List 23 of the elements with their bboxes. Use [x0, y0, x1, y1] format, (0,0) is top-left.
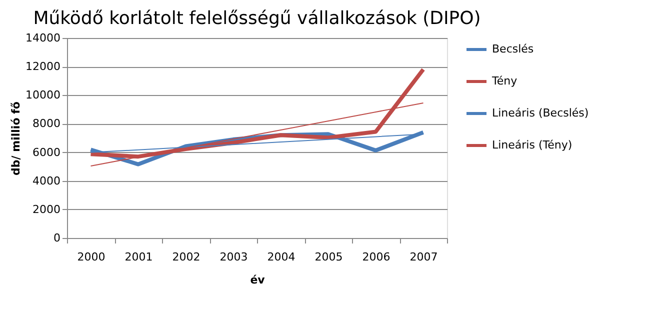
y-tick-label: 8000	[32, 117, 60, 130]
legend-label: Lineáris (Tény)	[492, 138, 572, 152]
y-tick-label: 12000	[26, 60, 60, 74]
legend-label: Tény	[491, 74, 518, 88]
x-tick-label: 2000	[77, 250, 106, 264]
x-tick-label: 2001	[124, 250, 153, 264]
y-tick-label: 6000	[32, 146, 60, 159]
x-tick-label: 2002	[172, 250, 200, 264]
x-axis-title: év	[250, 274, 266, 286]
x-tick-label: 2006	[362, 250, 390, 264]
x-tick-label: 2007	[410, 250, 438, 264]
x-tick-label: 2004	[267, 250, 296, 264]
y-tick-label: 4000	[32, 174, 60, 188]
y-tick-label: 10000	[26, 88, 60, 102]
y-tick-label: 2000	[32, 202, 60, 216]
x-tick-label: 2003	[220, 250, 248, 264]
chart-title: Működő korlátolt felelősségű vállalkozások (DIPO)	[33, 8, 481, 29]
y-axis-title: db/ millió fő	[10, 101, 23, 176]
x-tick-label: 2005	[314, 250, 343, 264]
y-tick-label: 0	[54, 232, 60, 244]
y-tick-label: 14000	[26, 32, 60, 44]
legend-label: Becslés	[492, 42, 534, 56]
legend-label: Lineáris (Becslés)	[492, 106, 589, 120]
